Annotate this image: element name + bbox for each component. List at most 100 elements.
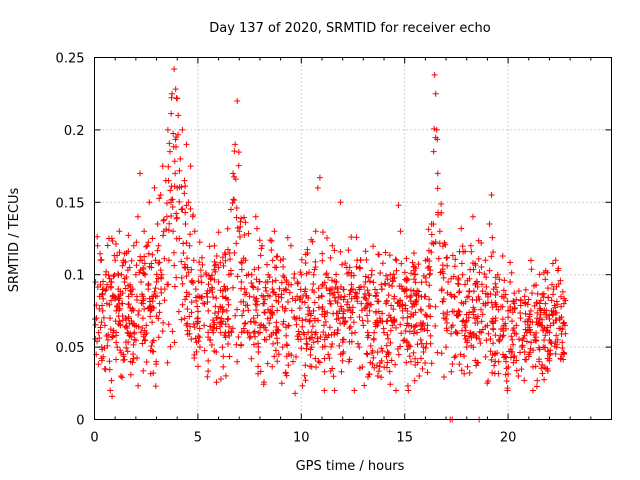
data-point — [161, 297, 168, 304]
data-point — [225, 246, 232, 253]
data-point — [331, 278, 338, 285]
data-point — [99, 307, 106, 314]
data-point — [488, 192, 495, 199]
data-point — [482, 300, 489, 307]
data-point — [108, 377, 115, 384]
data-point — [296, 296, 303, 303]
data-point — [556, 325, 563, 332]
data-point — [271, 353, 278, 360]
data-point — [451, 263, 458, 270]
data-point — [230, 170, 237, 177]
data-point — [125, 293, 132, 300]
data-point — [417, 306, 424, 313]
data-point — [340, 308, 347, 315]
data-point — [272, 277, 279, 284]
data-point — [130, 355, 137, 362]
data-point — [431, 125, 438, 132]
data-point — [341, 293, 348, 300]
data-point — [209, 272, 216, 279]
data-point — [243, 289, 250, 296]
data-point — [528, 266, 535, 273]
data-point — [118, 300, 125, 307]
data-point — [403, 275, 410, 282]
data-point — [457, 351, 464, 358]
data-point — [520, 335, 527, 342]
data-point — [149, 251, 156, 258]
data-point — [522, 300, 529, 307]
data-point — [127, 371, 134, 378]
data-point — [250, 284, 257, 291]
data-point — [241, 328, 248, 335]
data-point — [452, 256, 459, 263]
data-point — [220, 262, 227, 269]
data-point — [384, 276, 391, 283]
data-point — [365, 274, 372, 281]
data-point — [310, 339, 317, 346]
data-point — [422, 344, 429, 351]
data-point — [171, 158, 178, 165]
data-point — [488, 253, 495, 260]
data-point — [531, 302, 538, 309]
data-point — [327, 367, 334, 374]
data-point — [277, 257, 284, 264]
data-point — [363, 256, 370, 263]
data-point — [166, 148, 173, 155]
x-tick-label: 20 — [500, 431, 517, 446]
data-point — [344, 301, 351, 308]
data-point — [410, 250, 417, 257]
data-point — [398, 330, 405, 337]
data-point — [107, 387, 114, 394]
data-point — [143, 322, 150, 329]
data-point — [329, 242, 336, 249]
data-point — [475, 255, 482, 262]
data-point — [509, 341, 516, 348]
data-point — [411, 377, 418, 384]
data-point — [233, 214, 240, 221]
data-point — [347, 287, 354, 294]
data-point — [117, 347, 124, 354]
data-point — [353, 234, 360, 241]
data-point — [212, 261, 219, 268]
data-point — [357, 283, 364, 290]
data-point — [412, 271, 419, 278]
data-point — [418, 307, 425, 314]
data-point — [539, 361, 546, 368]
data-point — [483, 284, 490, 291]
data-point — [386, 252, 393, 259]
data-point — [344, 270, 351, 277]
data-point — [407, 358, 414, 365]
data-point — [486, 267, 493, 274]
data-point — [517, 315, 524, 322]
data-point — [208, 342, 215, 349]
data-point — [534, 290, 541, 297]
data-point — [424, 369, 431, 376]
data-point — [326, 287, 333, 294]
data-point — [181, 177, 188, 184]
data-point — [507, 303, 514, 310]
data-point — [333, 271, 340, 278]
data-point — [384, 349, 391, 356]
data-point — [527, 307, 534, 314]
data-point — [375, 251, 382, 258]
data-point — [297, 269, 304, 276]
data-point — [168, 94, 175, 101]
data-point — [261, 296, 268, 303]
data-point — [178, 274, 185, 281]
data-point — [138, 299, 145, 306]
data-point — [204, 293, 211, 300]
data-point — [172, 170, 179, 177]
data-point — [137, 267, 144, 274]
data-point — [170, 143, 177, 150]
data-point — [544, 285, 551, 292]
data-point — [502, 353, 509, 360]
data-point — [557, 277, 564, 284]
data-point — [537, 311, 544, 318]
data-point — [391, 317, 398, 324]
data-point — [545, 348, 552, 355]
data-point — [214, 314, 221, 321]
data-point — [235, 334, 242, 341]
data-point — [173, 215, 180, 222]
data-point — [275, 351, 282, 358]
data-point — [121, 275, 128, 282]
data-point — [212, 310, 219, 317]
